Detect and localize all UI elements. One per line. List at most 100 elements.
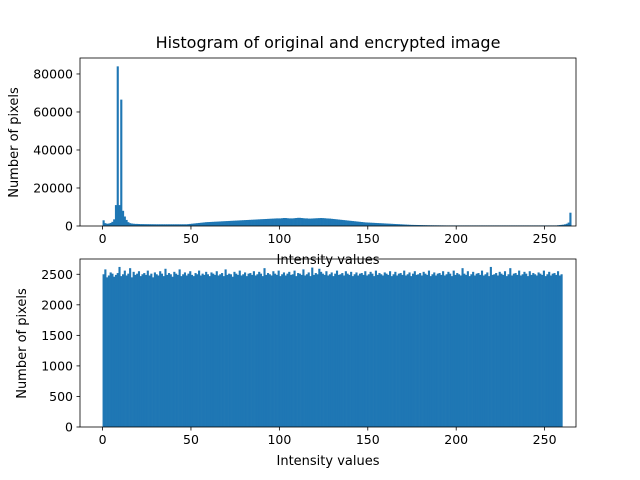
histogram-bar	[219, 274, 222, 427]
histogram-bar	[288, 218, 291, 226]
histogram-bar	[334, 219, 337, 226]
histogram-bar	[473, 275, 476, 427]
histogram-bar	[514, 273, 517, 427]
histogram-bar	[178, 224, 181, 226]
histogram-bar	[408, 272, 411, 427]
histogram-bar	[247, 273, 250, 427]
histogram-bar	[343, 220, 346, 226]
histogram-bar	[185, 275, 188, 427]
histogram-bar	[339, 274, 342, 427]
histogram-bar	[160, 224, 164, 226]
histogram-bar	[127, 273, 130, 427]
histogram-bar	[102, 220, 105, 226]
histogram-bar	[259, 219, 263, 226]
histogram-bar	[344, 271, 347, 427]
histogram-bar	[339, 219, 342, 226]
histogram-bar	[245, 220, 248, 226]
histogram-bar	[389, 271, 392, 427]
histogram-bar	[337, 219, 340, 226]
histogram-bar	[274, 218, 277, 226]
histogram-bar	[164, 268, 167, 427]
histogram-bar	[206, 222, 209, 226]
histogram-bar	[457, 274, 461, 427]
histogram-bar	[261, 276, 264, 427]
histogram-bar	[302, 218, 305, 226]
histogram-bar	[358, 273, 362, 427]
histogram-bar	[132, 223, 135, 226]
histogram-bar	[341, 273, 344, 427]
histogram-bar	[245, 276, 248, 427]
histogram-bar	[134, 274, 137, 427]
y-tick-label: 1000	[41, 358, 73, 373]
histogram-bar	[404, 224, 408, 226]
histogram-bar	[417, 225, 420, 226]
histogram-bar	[378, 273, 381, 427]
histogram-bar	[252, 219, 255, 226]
histogram-bar	[334, 273, 337, 427]
histogram-bar	[208, 276, 211, 427]
histogram-bar	[534, 274, 537, 427]
histogram-bar	[300, 274, 303, 427]
histogram-bar	[480, 270, 484, 427]
histogram-bar	[519, 275, 522, 427]
histogram-bar	[129, 268, 132, 427]
histogram-bar	[242, 274, 245, 427]
histogram-bar	[420, 275, 423, 427]
histogram-bar	[203, 274, 206, 427]
histogram-bar	[551, 273, 554, 427]
histogram-bar	[381, 275, 385, 427]
histogram-bar	[258, 219, 261, 226]
histogram-bar	[366, 275, 369, 427]
histogram-bar	[238, 220, 241, 226]
histogram-bar	[251, 219, 254, 226]
histogram-bar	[233, 220, 236, 226]
histogram-bar	[173, 224, 176, 226]
histogram-bar	[247, 219, 250, 226]
histogram-bar	[199, 275, 202, 427]
histogram-bar	[459, 275, 462, 427]
histogram-bar	[304, 218, 307, 226]
histogram-bar	[486, 272, 489, 427]
histogram-bar	[403, 270, 406, 427]
histogram-bar	[118, 266, 121, 427]
histogram-bar	[134, 223, 137, 226]
x-tick-label: 250	[533, 231, 557, 246]
histogram-bar	[120, 276, 123, 427]
histogram-bar	[198, 222, 201, 226]
histogram-bar	[371, 222, 374, 226]
histogram-bar	[403, 224, 406, 226]
y-tick-label: 0	[65, 219, 73, 234]
histogram-bar	[369, 222, 372, 226]
histogram-bar	[182, 224, 185, 226]
histogram-bar	[507, 274, 510, 427]
histogram-bar	[304, 275, 307, 427]
histogram-bar	[542, 270, 545, 427]
histogram-bar	[132, 271, 135, 427]
histogram-bar	[323, 274, 326, 427]
histogram-bar	[560, 274, 563, 427]
histogram-bar	[162, 224, 165, 226]
histogram-bar	[565, 223, 568, 226]
histogram-bar	[415, 224, 418, 226]
histogram-bar	[344, 220, 347, 226]
histogram-bar	[125, 275, 128, 427]
histogram-bar	[447, 271, 450, 427]
histogram-bar	[297, 273, 300, 427]
histogram-bar	[378, 223, 381, 226]
histogram-bar	[185, 224, 188, 226]
x-tick-label: 100	[267, 231, 291, 246]
histogram-bar	[166, 224, 169, 226]
histogram-bar	[367, 274, 370, 427]
histogram-bar	[155, 224, 158, 226]
histogram-bar	[383, 223, 386, 226]
histogram-bar	[411, 273, 415, 427]
histogram-bar	[143, 224, 146, 226]
histogram-bar	[251, 274, 254, 427]
histogram-bar	[226, 274, 229, 427]
x-tick-label: 100	[267, 432, 291, 447]
histogram-bar	[270, 275, 273, 427]
histogram-bar	[410, 276, 413, 427]
histogram-bar	[500, 273, 503, 427]
histogram-bar	[244, 220, 247, 226]
histogram-bar	[175, 273, 178, 427]
